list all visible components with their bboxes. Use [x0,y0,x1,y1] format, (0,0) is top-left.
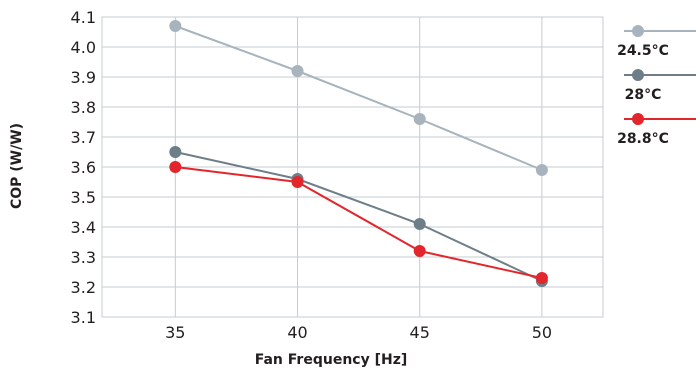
x-tick-label: 40 [287,323,307,342]
legend-marker [632,113,644,125]
legend-marker [632,25,644,37]
data-point [535,272,548,284]
x-tick-label: 35 [165,323,185,342]
y-tick-label: 3.3 [71,248,96,267]
data-point [169,20,182,32]
y-tick-label: 4.0 [71,38,96,57]
series-line [175,151,543,282]
legend-marker [632,69,644,81]
legend: 24.5°C 28°C 28.8°C [617,25,696,147]
data-point [169,146,182,158]
y-tick-label: 3.4 [71,218,96,237]
legend-label: 24.5°C [617,43,669,59]
series-line [175,166,543,279]
x-tick-label: 45 [410,323,430,342]
data-point [413,218,426,230]
data-point [535,164,548,176]
plot-frame [101,16,604,318]
legend-label: 28°C [625,87,662,103]
data-point [169,161,182,173]
data-point [291,176,304,188]
x-tick-label: 50 [532,323,552,342]
y-tick-label: 3.2 [71,278,96,297]
y-tick-label: 3.8 [71,98,96,117]
series-line [174,25,543,171]
x-tick-labels: 35 40 45 50 [165,323,552,342]
x-axis-title: Fan Frequency [Hz] [255,352,408,368]
y-tick-label: 3.6 [71,158,96,177]
y-tick-label: 3.1 [71,308,96,327]
y-tick-labels: 3.1 3.2 3.3 3.4 3.5 3.6 3.7 3.8 3.9 4.0 4.1 [71,8,96,327]
data-point [413,245,426,257]
y-tick-label: 3.9 [71,68,96,87]
series-layer [169,20,548,287]
data-point [413,113,426,125]
y-tick-label: 3.5 [71,188,96,207]
data-point [291,65,304,77]
y-tick-label: 3.7 [71,128,96,147]
legend-label: 28.8°C [617,131,669,147]
y-axis-title: COP (W/W) [9,123,25,209]
plot-border [101,16,604,318]
y-tick-label: 4.1 [71,8,96,27]
